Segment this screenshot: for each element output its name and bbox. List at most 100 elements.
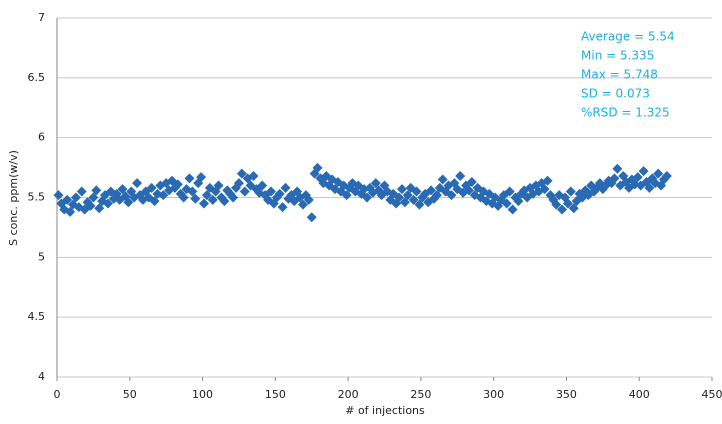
data-point	[132, 178, 143, 189]
data-point	[280, 182, 291, 193]
data-point	[303, 194, 314, 205]
data-point	[426, 185, 437, 196]
annotation: %RSD = 1.325	[581, 106, 670, 120]
y-tick-label: 4	[38, 370, 45, 383]
data-point	[88, 192, 99, 203]
data-point	[277, 202, 288, 213]
y-axis-label: S conc. ppm(w/v)	[7, 150, 20, 246]
data-point	[94, 203, 105, 214]
data-point	[70, 192, 81, 203]
data-point	[184, 173, 195, 184]
data-point	[207, 194, 218, 205]
data-point	[466, 176, 477, 187]
data-point	[297, 199, 308, 210]
annotation: Average = 5.54	[581, 30, 675, 44]
data-point	[446, 190, 457, 201]
annotation: Min = 5.335	[581, 49, 654, 63]
data-point	[172, 179, 183, 190]
y-tick-label: 6.5	[28, 71, 46, 84]
data-point	[399, 197, 410, 208]
data-point	[638, 166, 649, 177]
data-point	[653, 168, 664, 179]
data-point	[56, 198, 67, 209]
data-point	[431, 190, 442, 201]
data-point	[402, 190, 413, 201]
data-point	[274, 188, 285, 199]
data-point	[158, 190, 169, 201]
data-point	[562, 198, 573, 209]
data-point	[632, 172, 643, 183]
x-tick-label: 400	[629, 388, 650, 401]
y-tick-label: 6	[38, 131, 45, 144]
data-point	[539, 184, 550, 195]
annotation: Max = 5.748	[581, 68, 658, 82]
x-tick-label: 300	[483, 388, 504, 401]
data-point	[341, 190, 352, 201]
data-point	[513, 196, 524, 207]
x-tick-label: 200	[338, 388, 359, 401]
data-point	[411, 186, 422, 197]
data-point	[414, 199, 425, 210]
data-point	[437, 174, 448, 185]
x-tick-label: 0	[54, 388, 61, 401]
data-point	[408, 194, 419, 205]
data-point	[312, 162, 323, 173]
y-tick-label: 4.5	[28, 310, 46, 323]
data-point	[257, 180, 268, 191]
data-point	[609, 173, 620, 184]
data-point	[62, 194, 73, 205]
data-point	[661, 170, 672, 181]
y-tick-label: 7	[38, 11, 45, 24]
data-point	[85, 200, 96, 211]
data-point	[568, 203, 579, 214]
data-point	[196, 172, 207, 183]
data-point	[507, 204, 518, 215]
data-point	[236, 168, 247, 179]
data-point	[501, 198, 512, 209]
data-point	[612, 163, 623, 174]
data-point	[265, 186, 276, 197]
data-point	[306, 212, 317, 223]
x-tick-label: 50	[123, 388, 137, 401]
data-point	[76, 186, 87, 197]
data-point	[233, 178, 244, 189]
data-point	[65, 206, 76, 217]
data-point	[102, 198, 113, 209]
data-point	[542, 175, 553, 186]
data-point	[557, 204, 568, 215]
data-point	[370, 178, 381, 189]
data-point	[239, 186, 250, 197]
data-point	[201, 190, 212, 201]
data-point	[219, 196, 230, 207]
data-point	[463, 185, 474, 196]
x-tick-label: 350	[556, 388, 577, 401]
data-point	[396, 184, 407, 195]
data-point	[178, 192, 189, 203]
data-point	[644, 182, 655, 193]
data-point	[504, 186, 515, 197]
data-point	[117, 184, 128, 195]
data-point	[199, 198, 210, 209]
x-tick-label: 450	[702, 388, 722, 401]
x-tick-label: 100	[192, 388, 213, 401]
data-point	[551, 199, 562, 210]
data-point	[91, 185, 102, 196]
data-point	[53, 190, 64, 201]
data-point	[565, 186, 576, 197]
data-point	[248, 170, 259, 181]
data-point	[362, 192, 373, 203]
data-point	[190, 193, 201, 204]
data-point	[123, 197, 134, 208]
x-tick-label: 250	[410, 388, 431, 401]
x-axis-label: # of injections	[345, 404, 425, 417]
data-point	[120, 191, 131, 202]
data-point	[455, 170, 466, 181]
data-point	[187, 186, 198, 197]
data-point	[146, 182, 157, 193]
y-tick-label: 5	[38, 250, 45, 263]
data-point	[149, 196, 160, 207]
data-point	[213, 180, 224, 191]
x-tick-label: 150	[265, 388, 286, 401]
annotation: SD = 0.073	[581, 87, 650, 101]
